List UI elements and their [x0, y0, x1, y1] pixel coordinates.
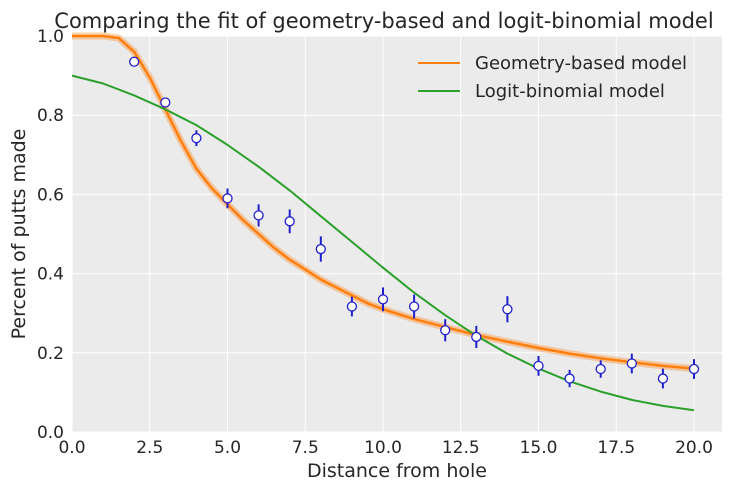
data-point	[129, 56, 140, 67]
legend-label-logit: Logit-binomial model	[475, 81, 665, 102]
y-tick-label: 0.8	[37, 106, 64, 126]
series-line-geometry	[72, 34, 695, 370]
x-axis-ticks: 0.0 2.5 5.0 7.5 10.0 12.5 15.0 17.5 20.0	[58, 438, 712, 458]
data-point	[688, 363, 700, 375]
y-tick-label: 1.0	[37, 27, 64, 47]
x-tick-label: 2.5	[136, 438, 163, 458]
y-tick-label: 0.6	[37, 185, 64, 205]
series-line-logit	[71, 74, 695, 412]
y-axis-label: Percent of putts made	[8, 129, 30, 340]
data-point	[595, 363, 606, 375]
data-point	[191, 133, 202, 144]
data-point	[440, 325, 451, 336]
x-axis-label: Distance from hole	[307, 460, 487, 482]
chart-title: Comparing the fit of geometry-based and …	[54, 9, 713, 33]
y-tick-label: 0.2	[37, 344, 64, 364]
x-tick-label: 15.0	[520, 438, 558, 458]
x-tick-label: 12.5	[442, 438, 480, 458]
data-point	[657, 373, 669, 384]
legend-label-geometry: Geometry-based model	[475, 53, 687, 74]
data-point	[471, 331, 482, 343]
data-point	[533, 360, 544, 372]
data-point	[408, 301, 420, 312]
data-point	[564, 373, 575, 384]
plot-content	[71, 32, 700, 412]
data-point	[502, 304, 513, 315]
data-point	[346, 301, 358, 312]
plot-area	[72, 36, 722, 432]
data-point	[626, 358, 637, 369]
x-tick-label: 20.0	[675, 438, 713, 458]
x-tick-label: 7.5	[292, 438, 319, 458]
x-tick-label: 0.0	[58, 438, 85, 458]
y-tick-label: 0.0	[37, 423, 64, 443]
data-point	[315, 243, 326, 255]
y-axis-ticks: 0.0 0.2 0.4 0.6 0.8 1.0	[37, 27, 64, 443]
x-tick-label: 17.5	[597, 438, 635, 458]
y-tick-label: 0.4	[37, 265, 64, 285]
data-point	[222, 193, 233, 204]
data-point	[253, 210, 264, 221]
x-tick-label: 10.0	[364, 438, 402, 458]
legend: Geometry-based model Logit-binomial mode…	[418, 53, 687, 102]
grid-lines	[71, 35, 722, 433]
x-tick-label: 5.0	[214, 438, 241, 458]
data-point	[377, 294, 389, 305]
data-point	[160, 97, 171, 108]
data-point	[284, 216, 295, 227]
